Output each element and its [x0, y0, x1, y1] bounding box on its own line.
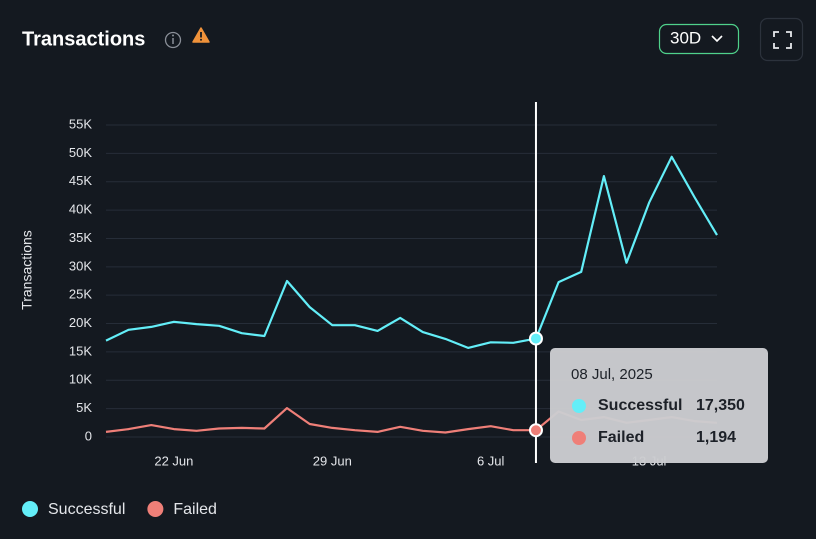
series-line [105, 155, 718, 349]
hover-point [528, 331, 543, 346]
tooltip-name: Successful [598, 397, 682, 414]
fullscreen-button[interactable] [759, 17, 804, 62]
chart-title: Transactions [22, 28, 145, 50]
tooltip-box [550, 348, 768, 463]
tooltip: 08 Jul, 2025 Successful 17,350 Failed 1,194 [550, 348, 768, 463]
y-tick-label: 25K [69, 287, 92, 302]
y-tick-label: 20K [69, 315, 92, 330]
legend-swatch [22, 501, 38, 517]
info-icon[interactable] [164, 31, 182, 49]
y-tick-label: 45K [69, 173, 92, 188]
tooltip-value: 1,194 [696, 429, 736, 446]
tooltip-swatch [572, 431, 586, 445]
y-tick-label: 55K [69, 116, 92, 131]
y-tick-label: 0 [85, 428, 92, 443]
tooltip-value: 17,350 [696, 397, 745, 414]
y-tick-label: 40K [69, 202, 92, 217]
legend-swatch [147, 501, 164, 517]
tooltip-title: 08 Jul, 2025 [571, 366, 653, 383]
legend-label: Failed [173, 501, 217, 518]
tooltip-name: Failed [598, 429, 644, 446]
x-tick-label: 22 Jun [154, 453, 193, 468]
x-tick-label: 6 Jul [477, 453, 505, 468]
y-tick-label: 30K [69, 258, 92, 273]
warning-icon[interactable] [192, 27, 210, 43]
hover-point [528, 423, 543, 438]
range-label: 30D [670, 28, 701, 47]
y-tick-label: 50K [69, 145, 92, 160]
tooltip-swatch [572, 399, 586, 413]
y-tick-label: 10K [69, 372, 92, 387]
legend-label: Successful [48, 501, 125, 518]
y-tick-label: 15K [69, 343, 92, 358]
x-tick-label: 29 Jun [313, 453, 352, 468]
range-button[interactable]: 30D [658, 23, 740, 55]
y-tick-label: 35K [69, 230, 92, 245]
y-axis-label: Transactions [19, 230, 35, 310]
y-tick-label: 5K [76, 400, 92, 415]
